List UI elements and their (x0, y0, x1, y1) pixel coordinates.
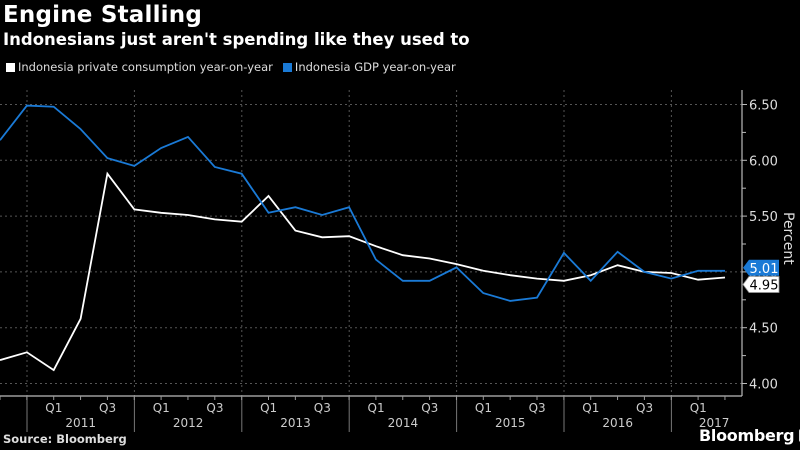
legend-label-consumption: Indonesia private consumption year-on-ye… (18, 60, 273, 74)
value-label-text: 5.01 (750, 262, 779, 277)
series-lines (0, 104, 726, 372)
last-value-label-consumption: 4.95 (742, 276, 780, 293)
value-label-box (743, 259, 779, 276)
legend-item-consumption: Indonesia private consumption year-on-ye… (6, 60, 273, 74)
x-quarter-label: Q3 (206, 401, 223, 415)
x-quarter-label: Q1 (368, 401, 385, 415)
legend-swatch-gdp (282, 62, 292, 72)
y-axis-title: Percent (780, 212, 796, 265)
x-quarter-label: Q1 (582, 401, 599, 415)
x-year-label: 2014 (388, 416, 419, 430)
x-quarter-label: Q3 (636, 401, 653, 415)
value-label-text: 4.95 (750, 278, 779, 293)
last-value-label-gdp: 5.01 (743, 259, 779, 277)
x-year-label: 2011 (65, 416, 96, 430)
x-quarter-label: Q3 (99, 401, 116, 415)
brand-logo: Bloomberg (699, 426, 800, 445)
x-year-label: 2013 (280, 416, 311, 430)
x-year-label: 2012 (173, 416, 204, 430)
y-tick-label: 6.50 (749, 99, 778, 114)
gridlines (0, 90, 742, 396)
source-note: Source: Bloomberg (3, 432, 127, 446)
legend: Indonesia private consumption year-on-ye… (6, 60, 456, 74)
value-label-box (742, 276, 780, 293)
x-quarter-label: Q3 (529, 401, 546, 415)
x-quarter-label: Q1 (690, 401, 707, 415)
series-line-consumption (0, 171, 726, 372)
x-quarter-label: Q3 (314, 401, 331, 415)
x-quarter-label: Q1 (475, 401, 492, 415)
legend-label-gdp: Indonesia GDP year-on-year (294, 60, 456, 74)
x-quarter-label: Q1 (153, 401, 170, 415)
x-year-label: 2016 (602, 416, 633, 430)
value-labels: 5.014.95 (742, 259, 780, 293)
chart-title: Engine Stalling (3, 2, 202, 28)
legend-item-gdp: Indonesia GDP year-on-year (282, 60, 456, 74)
y-tick-label: 4.00 (749, 378, 778, 393)
x-quarter-label: Q3 (421, 401, 438, 415)
x-quarter-label: Q1 (260, 401, 277, 415)
y-tick-label: 6.00 (749, 154, 778, 169)
x-year-label: 2017 (699, 416, 730, 430)
x-year-label: 2015 (495, 416, 526, 430)
y-tick-label: 5.50 (749, 210, 778, 225)
chart-subtitle: Indonesians just aren't spending like th… (3, 30, 470, 49)
legend-swatch-consumption (6, 62, 15, 72)
y-tick-label: 4.50 (749, 322, 778, 337)
x-quarter-label: Q1 (45, 401, 62, 415)
series-line-gdp (0, 104, 725, 302)
axes: 4.004.505.005.506.006.50Percent201120122… (0, 90, 796, 432)
brand-name: Bloomberg (699, 426, 795, 445)
